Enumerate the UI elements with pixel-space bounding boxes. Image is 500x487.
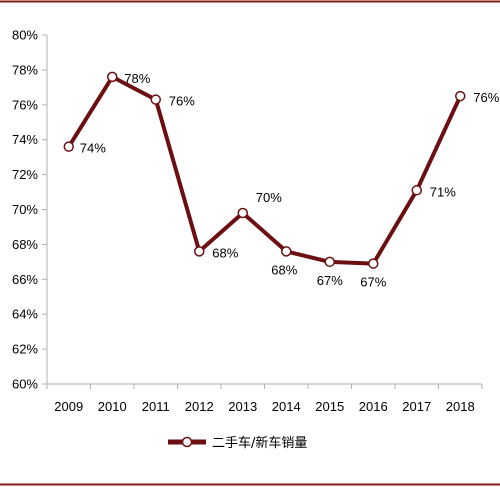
data-point bbox=[237, 207, 248, 219]
y-tick-label: 60% bbox=[12, 377, 38, 392]
x-tick-label: 2010 bbox=[98, 399, 127, 414]
data-labels: 74% 78% 76% 68% 70% 68% 67% 67% 71% 76% bbox=[80, 71, 500, 290]
x-tick-label: 2018 bbox=[446, 399, 475, 414]
data-point bbox=[368, 258, 379, 269]
data-point bbox=[324, 256, 335, 268]
y-tick-label: 64% bbox=[12, 307, 38, 322]
data-label: 78% bbox=[124, 71, 150, 86]
y-tick-label: 72% bbox=[12, 167, 38, 182]
data-point bbox=[455, 90, 466, 102]
x-tick-label: 2014 bbox=[272, 399, 301, 414]
x-tick-label: 2015 bbox=[315, 399, 344, 414]
x-tick-label: 2016 bbox=[359, 399, 388, 414]
data-label: 74% bbox=[80, 141, 106, 156]
data-point bbox=[63, 141, 74, 152]
data-label: 71% bbox=[430, 184, 456, 199]
y-tick-label: 74% bbox=[12, 132, 38, 147]
legend-swatch-marker bbox=[181, 436, 193, 448]
y-tick-label: 66% bbox=[12, 272, 38, 287]
y-tick-label: 70% bbox=[12, 202, 38, 217]
data-point bbox=[194, 246, 205, 257]
data-label: 67% bbox=[360, 275, 386, 290]
data-label: 76% bbox=[473, 90, 499, 105]
x-tick-label: 2011 bbox=[142, 399, 170, 414]
data-label: 76% bbox=[169, 94, 195, 109]
data-point bbox=[411, 185, 422, 196]
series-line bbox=[66, 74, 463, 266]
series-group bbox=[63, 71, 466, 269]
data-point bbox=[107, 71, 118, 83]
y-tick-label: 68% bbox=[12, 237, 38, 252]
data-label: 70% bbox=[256, 190, 282, 205]
data-label: 68% bbox=[271, 262, 297, 277]
axes: 60% 62% 64% 66% 68% 70% 72% 74% 76% 78% 80% 2009 201… bbox=[12, 28, 483, 414]
x-tick-label: 2009 bbox=[54, 399, 83, 414]
x-tick-label: 2013 bbox=[228, 399, 257, 414]
y-tick-label: 62% bbox=[12, 342, 38, 357]
data-label: 67% bbox=[317, 273, 343, 288]
legend-label: 二手车/新车销量 bbox=[212, 435, 307, 451]
data-point bbox=[281, 246, 292, 257]
data-point bbox=[150, 94, 161, 105]
y-tick-label: 76% bbox=[12, 97, 38, 112]
y-tick-label: 80% bbox=[12, 28, 38, 43]
legend: 二手车/新车销量 bbox=[168, 435, 307, 451]
x-tick-label: 2012 bbox=[185, 399, 214, 414]
y-tick-label: 78% bbox=[12, 62, 38, 77]
x-tick-label: 2017 bbox=[402, 399, 431, 414]
data-label: 68% bbox=[212, 245, 238, 260]
